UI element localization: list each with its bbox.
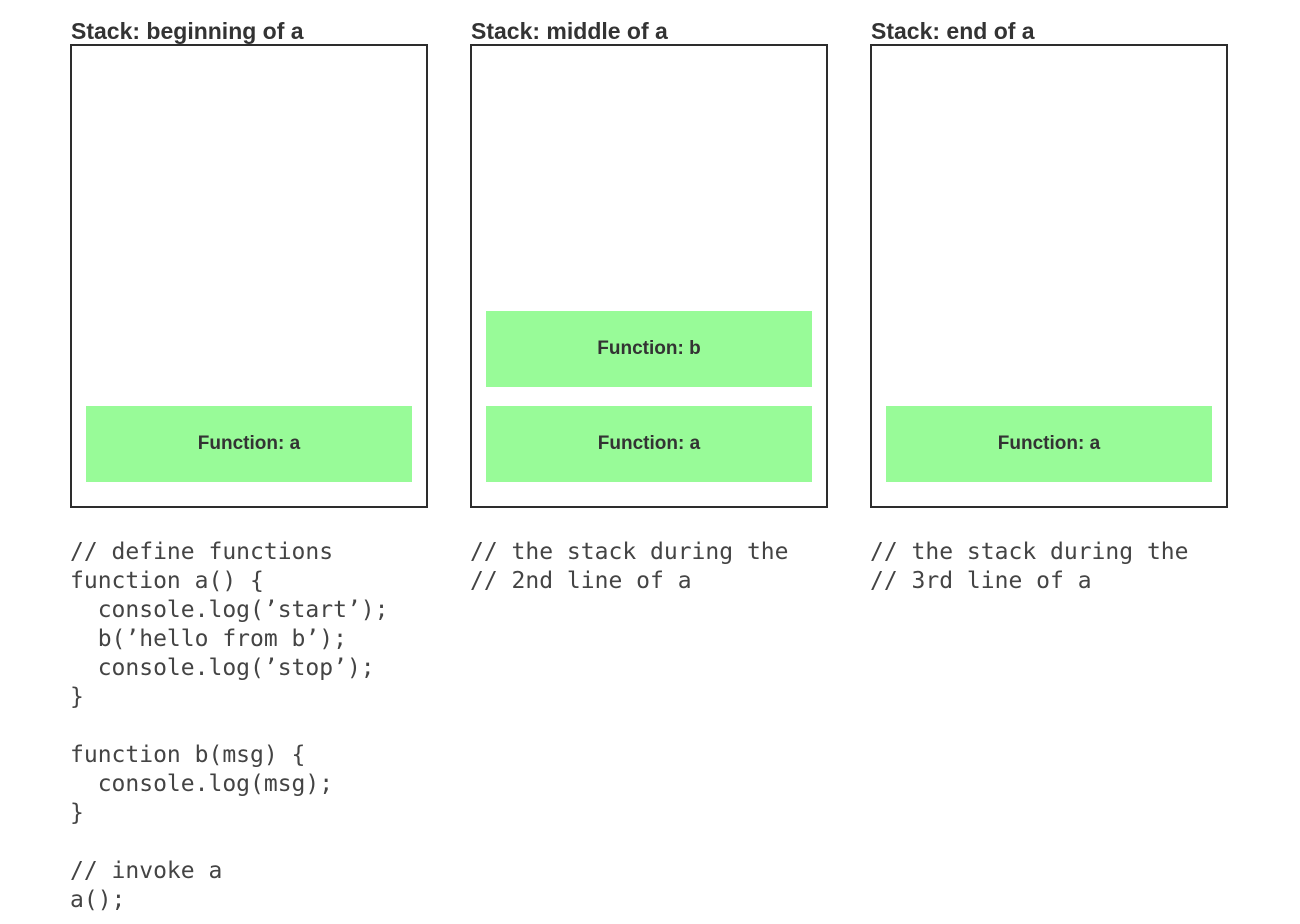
stack-panel-title: Stack: middle of a	[471, 18, 668, 44]
stack-column: Stack: beginning of a Function: a // def…	[70, 18, 428, 915]
code-snippet: // the stack during the // 2nd line of a	[470, 539, 789, 594]
stack-frame: Function: a	[486, 406, 812, 482]
stack-frame: Function: a	[886, 406, 1212, 482]
stack-panel-title: Stack: beginning of a	[71, 18, 304, 44]
stack-box: Function: b Function: a	[470, 44, 828, 508]
stack-column: Stack: end of a Function: a // the stack…	[870, 18, 1228, 596]
stack-panel-title: Stack: end of a	[871, 18, 1035, 44]
stack-frame: Function: b	[486, 311, 812, 387]
stack-box: Function: a	[70, 44, 428, 508]
code-snippet: // the stack during the // 3rd line of a	[870, 539, 1189, 594]
code-snippet: // define functions function a() { conso…	[70, 539, 389, 913]
stack-box: Function: a	[870, 44, 1228, 508]
stack-frame: Function: a	[86, 406, 412, 482]
stack-columns-row: Stack: beginning of a Function: a // def…	[70, 18, 1300, 915]
stack-column: Stack: middle of a Function: b Function: …	[470, 18, 828, 596]
